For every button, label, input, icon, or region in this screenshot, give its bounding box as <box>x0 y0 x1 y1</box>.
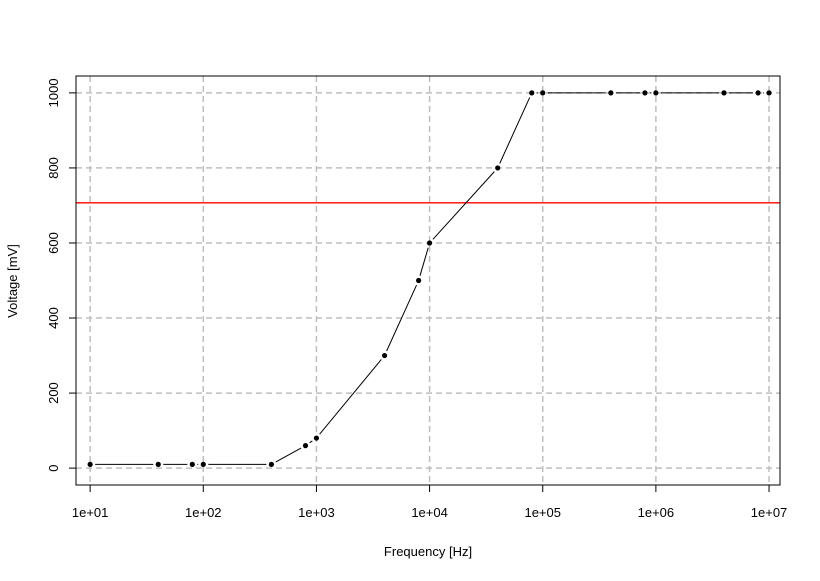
y-tick-label: 1000 <box>46 78 61 107</box>
x-tick-label: 1e+06 <box>638 505 675 520</box>
data-point <box>426 240 433 246</box>
series-line-segment <box>319 359 382 435</box>
data-point <box>766 90 772 96</box>
data-point <box>313 435 320 441</box>
grid <box>76 76 780 485</box>
data-point <box>529 90 535 96</box>
y-tick-label: 400 <box>46 307 61 329</box>
data-point <box>302 443 309 449</box>
series-line-segment <box>432 171 495 240</box>
data-point <box>381 352 388 359</box>
data-point <box>200 461 206 467</box>
series-line-segment <box>419 247 429 276</box>
series-line-segment <box>275 447 302 463</box>
data-point <box>87 461 93 467</box>
y-tick-label: 800 <box>46 157 61 179</box>
series-line-segment <box>386 284 418 352</box>
data-point <box>721 90 727 96</box>
x-axis-label: Frequency [Hz] <box>384 544 472 559</box>
x-tick-label: 1e+07 <box>751 505 788 520</box>
data-point <box>155 461 161 467</box>
data-point <box>540 90 546 96</box>
series-line-segment <box>499 97 531 164</box>
x-tick-label: 1e+01 <box>72 505 109 520</box>
y-axis-label: Voltage [mV] <box>5 244 20 318</box>
data-point <box>642 90 648 96</box>
series-group <box>87 90 772 467</box>
x-axis: 1e+01 1e+02 1e+03 1e+04 1e+05 1e+06 1e+07 <box>72 484 788 520</box>
data-point <box>189 461 195 467</box>
y-tick-label: 0 <box>46 464 61 471</box>
data-point <box>755 90 761 96</box>
data-point <box>608 90 614 96</box>
x-tick-label: 1e+03 <box>298 505 335 520</box>
data-point <box>416 277 422 284</box>
x-tick-label: 1e+02 <box>185 505 222 520</box>
y-tick-label: 600 <box>46 232 61 254</box>
data-point <box>268 461 275 467</box>
plot-box <box>75 75 781 486</box>
x-tick-label: 1e+05 <box>524 505 561 520</box>
y-axis: 0 200 400 600 800 1000 <box>46 78 77 472</box>
y-tick-label: 200 <box>46 382 61 404</box>
data-point <box>495 165 501 171</box>
series-line-segment <box>309 440 313 444</box>
x-tick-label: 1e+04 <box>411 505 448 520</box>
data-point <box>653 90 659 96</box>
